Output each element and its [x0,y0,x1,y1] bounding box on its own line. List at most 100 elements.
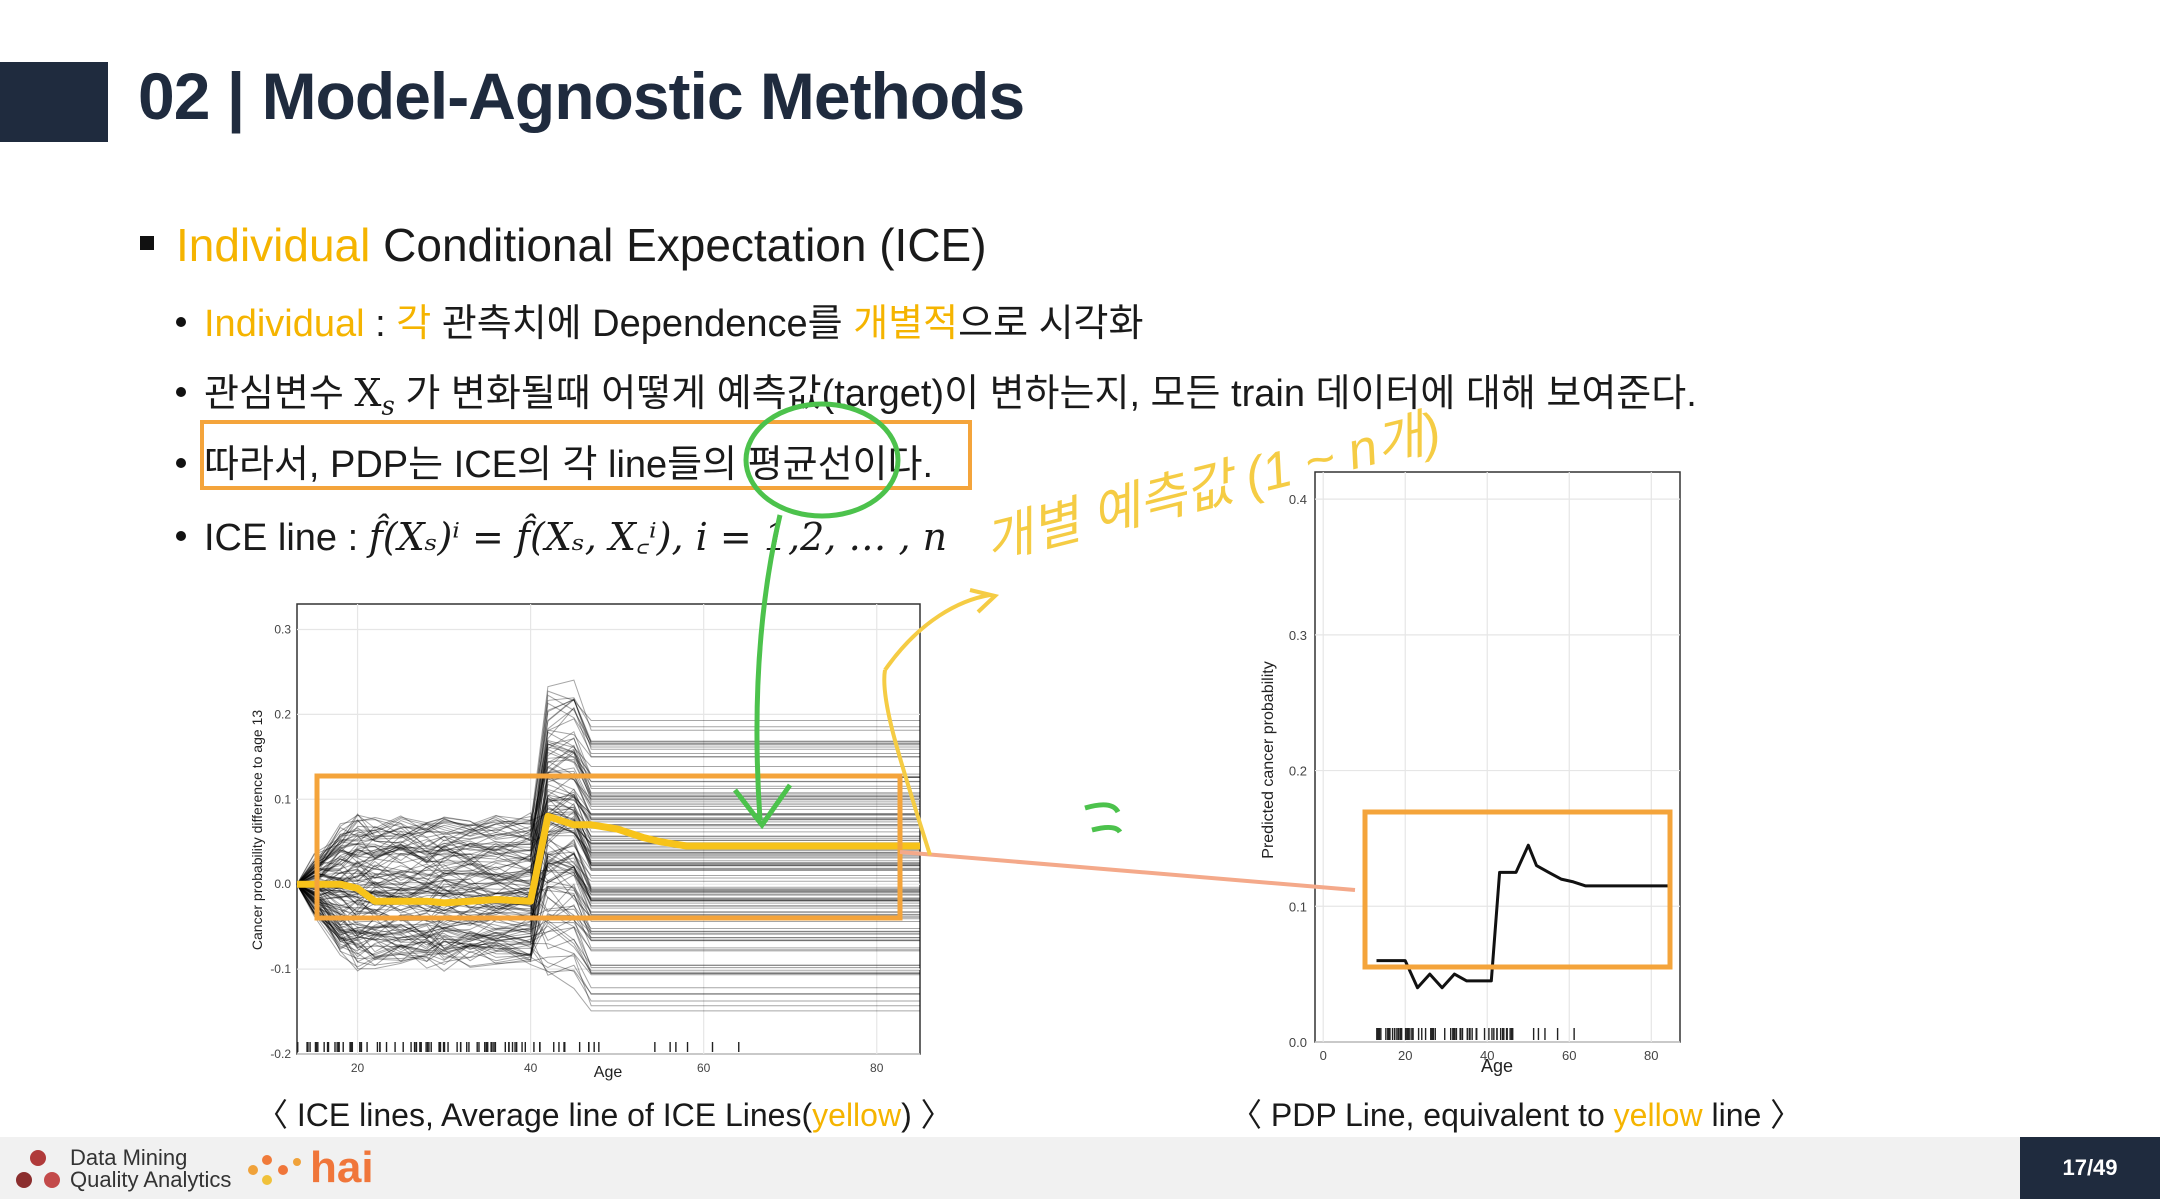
ice-individual-line [296,825,920,890]
ice-individual-line [296,818,920,904]
ice-individual-line [296,799,920,885]
bullet-1-highlight-1: Individual [204,303,365,345]
ice-individual-line [296,794,920,953]
ice-individual-line [296,831,920,937]
left-caption-highlight: yellow [812,1097,902,1133]
section-heading: Individual Conditional Expectation (ICE) [140,218,987,272]
right-caption-pre: 〈 PDP Line, equivalent to [1230,1097,1614,1133]
ice-individual-line [296,883,920,989]
ice-individual-line [296,852,920,958]
bullet-1-text-1: 관측치에 Dependence를 [431,303,854,345]
ice-individual-line [296,844,920,896]
ice-individual-line [296,852,920,906]
ice-individual-line [296,883,920,1007]
ice-individual-line [296,742,920,885]
heading-rest: Conditional Expectation (ICE) [370,219,987,271]
ice-individual-line [296,883,920,969]
ice-individual-line [296,823,920,901]
ice-individual-line [296,855,920,928]
ice-individual-line [296,883,920,932]
ice-individual-line [296,748,920,885]
ice-individual-line [296,815,920,885]
ice-individual-line [296,883,920,976]
bullet-1-highlight-3: 개별적 [853,303,959,345]
title-accent-block [0,62,108,142]
pdp-x-tick-label: 60 [1562,1048,1576,1063]
bullet-1-highlight-2: 각 [396,303,432,345]
pdp-gridlines [1315,472,1680,1043]
ice-individual-line [296,862,920,914]
ice-individual-line [296,810,920,893]
ice-individual-line [296,813,920,885]
bullet-3: 따라서, PDP는 ICE의 각 line들의 평균선이다. [176,433,933,488]
ice-chart: 20 40 60 80 -0.2 -0.1 0.0 0.1 0.2 0.3 Age Cancer … [249,603,921,1081]
ice-individual-line [296,829,920,885]
ice-individual-line [296,797,920,895]
ice-individual-line [296,816,920,896]
logo-line-2: Quality Analytics [70,1167,232,1192]
ice-y-tick-label: 0.0 [274,877,291,891]
ice-individual-line [296,818,920,885]
pdp-chart: 0 20 40 60 80 0.0 0.1 0.2 0.3 0.4 Age Predicted c… [1260,471,1681,1076]
ice-y-tick-label: 0.1 [274,792,291,806]
pdp-rug [1376,1028,1575,1040]
green-arrow-annotation [754,514,783,821]
pdp-y-axis-label: Predicted cancer probability [1260,661,1277,858]
right-caption-highlight: yellow [1613,1097,1703,1133]
right-chart-caption: 〈 PDP Line, equivalent to yellow line 〉 [1230,1090,1802,1136]
ice-individual-line [296,883,920,952]
left-caption-pre: 〈 ICE lines, Average line of ICE Lines( [256,1097,813,1133]
ice-individual-line [296,737,920,885]
ice-individual-line [296,858,920,916]
ice-individual-line [296,883,920,951]
ice-individual-line [296,843,920,899]
ice-individual-line [296,765,920,885]
ice-individual-line [296,819,920,938]
ice-individual-line [296,845,920,900]
pdp-x-tick-label: 20 [1398,1048,1412,1063]
ice-individual-line [296,767,920,894]
ice-individual-line [296,857,920,907]
title-separator: | [226,59,245,133]
ice-individual-line [296,808,920,885]
title-text: Model-Agnostic Methods [261,59,1026,133]
section-number: 02 [138,59,210,133]
bullet-2-sub: s [381,391,395,422]
ice-individual-line [296,883,920,941]
ice-individual-line [296,845,920,963]
ice-individual-line [296,820,920,898]
ice-individual-line [296,883,920,1002]
ice-individual-line [296,861,920,953]
ice-x-tick-label: 40 [524,1061,538,1075]
ice-individual-line [296,883,920,995]
ice-y-tick-label: -0.2 [270,1047,291,1061]
pdp-x-tick-label: 40 [1480,1048,1494,1063]
ice-individual-line [296,770,920,932]
left-caption-post: ) 〉 [901,1097,953,1133]
ice-individual-line [296,883,920,994]
ice-individual-lines [296,679,920,1012]
ice-individual-line [296,751,920,889]
ice-individual-line [296,797,920,910]
green-arrowhead-icon [733,783,793,830]
pdp-series [1376,843,1668,990]
handwritten-annotation: 개별 예측값 (1 ~ n개) [979,402,1447,571]
bullet-dot-icon [176,457,186,468]
bullet-3-text: 따라서, PDP는 ICE의 각 line들의 평균선이다. [204,444,934,486]
connector-line [899,850,1356,892]
bullet-dot-icon [176,530,186,541]
pdp-y-tick-label: 0.3 [1289,628,1307,643]
ice-individual-line [296,766,920,885]
ice-formula: f̂(Xₛ)ⁱ = f̂(Xₛ, X꜀ⁱ), i = 1,2, … , n [368,515,948,559]
ice-individual-line [296,883,920,974]
ice-individual-line [296,806,920,946]
pdp-y-tick-label: 0.0 [1289,1035,1307,1050]
bullet-2-var: X [354,371,382,415]
bullet-4-pre: ICE line : [204,517,369,559]
ice-x-tick-label: 80 [870,1061,884,1075]
dmqa-logo-text: Data Mining Quality Analytics [70,1147,231,1191]
bullet-4: ICE line : f̂(Xₛ)ⁱ = f̂(Xₛ, X꜀ⁱ), i = 1,… [176,510,947,562]
pdp-axis-ticks: 0 20 40 60 80 0.0 0.1 0.2 0.3 0.4 [1289,492,1659,1063]
left-chart-caption: 〈 ICE lines, Average line of ICE Lines(y… [256,1090,953,1136]
